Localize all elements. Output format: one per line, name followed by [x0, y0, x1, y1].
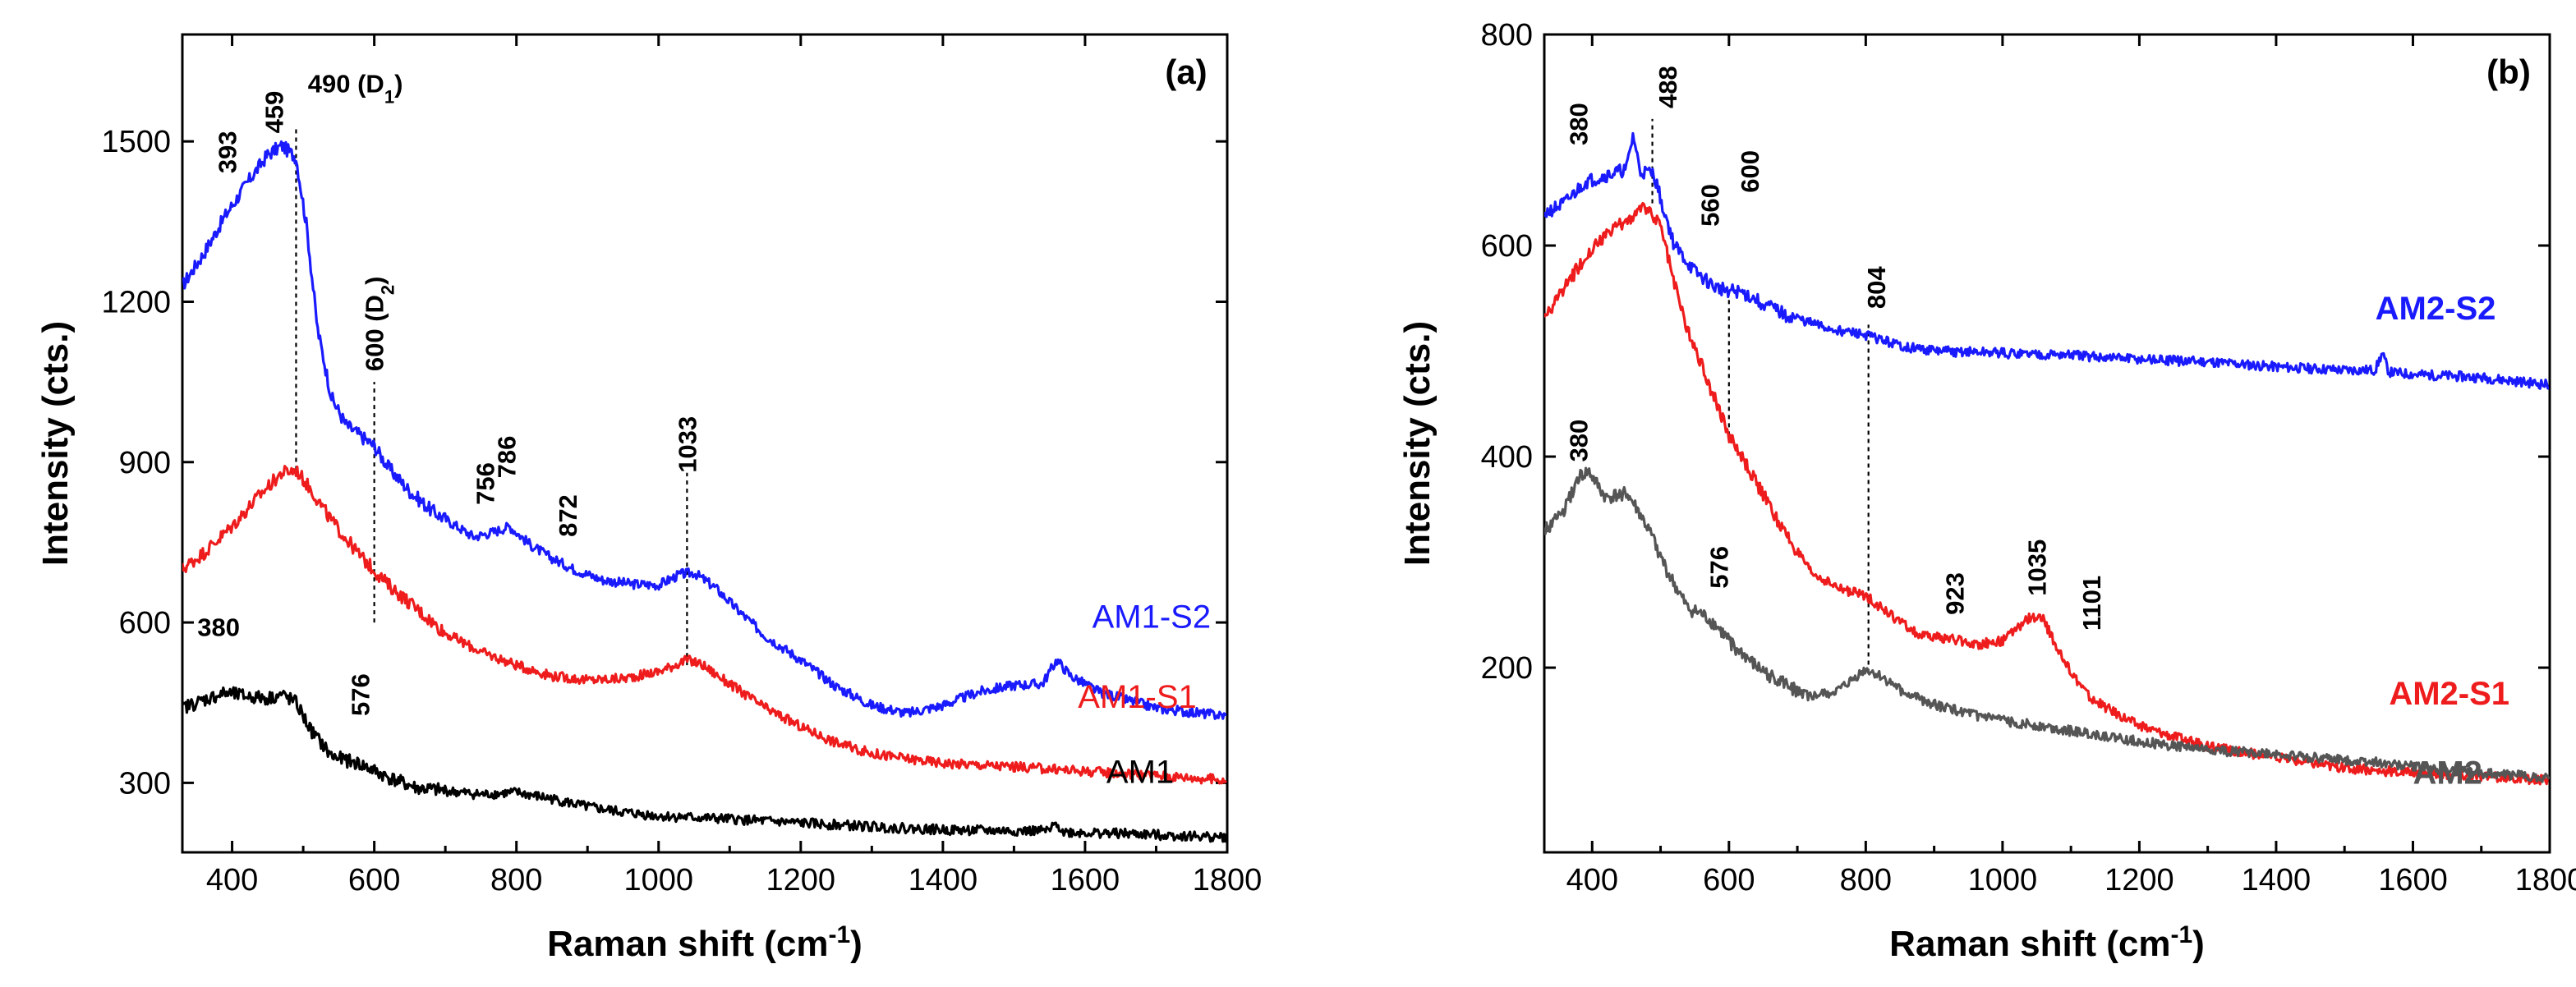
x-tick-label: 1200: [2104, 863, 2174, 897]
series-line-am2-s1: [1544, 202, 2550, 786]
x-tick-label: 400: [1566, 863, 1618, 897]
peak-label: 1035: [2023, 539, 2052, 596]
series-line-am1-s2: [182, 140, 1227, 720]
peak-label: 1101: [2077, 576, 2106, 631]
series-line-am1-s1: [182, 465, 1227, 785]
x-tick-label: 1400: [2242, 863, 2312, 897]
x-tick-label: 1600: [1051, 863, 1120, 897]
x-tick-label: 1400: [908, 863, 978, 897]
series-label-am1: AM1: [1106, 754, 1174, 790]
peak-label: 459: [260, 91, 289, 134]
y-tick-label: 800: [1481, 18, 1533, 53]
x-axis-title: Raman shift (cm-1): [547, 921, 862, 965]
x-tick-label: 1000: [623, 863, 693, 897]
series-label-am1-s2: AM1-S2: [1092, 599, 1212, 636]
x-tick-label: 1800: [2515, 863, 2576, 897]
plot-frame: [1543, 33, 2551, 854]
y-tick-label: 300: [119, 766, 171, 801]
panel-b-chart: 400 600 800 1000 1200 1400 1600 1800 200 400 600 80…: [1397, 18, 2576, 964]
peak-label: 380: [1565, 103, 1594, 145]
series-line-am1: [182, 686, 1227, 843]
peak-label: 786: [493, 436, 522, 479]
peak-label: 872: [554, 494, 582, 537]
peak-label: 576: [1704, 546, 1733, 589]
x-tick-label: 800: [1840, 863, 1892, 897]
plot-frame: [181, 33, 1229, 854]
peak-label: 600 (D2): [361, 276, 398, 371]
x-tick-label: 400: [206, 863, 258, 897]
panel-a-chart: 400 600 800 1000 1200 1400 1600 1800 300 600 900 12…: [35, 33, 1263, 965]
peak-label: 576: [346, 673, 375, 716]
series-label-am2-s1: AM2-S1: [2389, 676, 2509, 712]
series-label-am2: AM2: [2413, 755, 2482, 791]
peak-label: 380: [1565, 420, 1594, 462]
peak-label: 923: [1941, 572, 1970, 615]
y-tick-label: 600: [119, 606, 171, 640]
peak-label: 380: [197, 613, 240, 641]
y-tick-label: 400: [1481, 440, 1533, 475]
series-line-am2-s2: [1544, 131, 2550, 390]
peak-label: 804: [1862, 266, 1891, 309]
y-tick-label: 600: [1481, 229, 1533, 264]
y-tick-label: 1200: [101, 285, 171, 319]
x-tick-label: 600: [1703, 863, 1755, 897]
peak-label: 1033: [673, 416, 702, 473]
peak-label: 393: [214, 131, 242, 174]
x-tick-label: 1800: [1193, 863, 1263, 897]
panel-tag: (a): [1165, 53, 1207, 91]
y-axis-title: Intensity (cts.): [35, 321, 76, 566]
series-line-am2: [1544, 466, 2550, 783]
peak-label: 490 (D1): [308, 70, 403, 107]
peak-label: 560: [1696, 184, 1725, 227]
x-tick-label: 1000: [1968, 863, 2038, 897]
y-tick-label: 1500: [101, 125, 171, 159]
peak-label: 600: [1736, 150, 1764, 193]
x-tick-label: 600: [348, 863, 400, 897]
panel-tag: (b): [2486, 53, 2531, 91]
series-label-am2-s2: AM2-S2: [2376, 291, 2496, 327]
peak-label: 756: [472, 462, 500, 505]
x-tick-label: 800: [490, 863, 542, 897]
x-tick-label: 1200: [766, 863, 836, 897]
y-tick-label: 200: [1481, 651, 1533, 686]
y-tick-label: 900: [119, 446, 171, 480]
x-axis-title: Raman shift (cm-1): [1889, 921, 2205, 965]
y-axis-title: Intensity (cts.): [1397, 321, 1438, 566]
peak-label: 488: [1654, 66, 1682, 108]
x-tick-label: 1600: [2378, 863, 2448, 897]
series-label-am1-s1: AM1-S1: [1078, 679, 1197, 715]
